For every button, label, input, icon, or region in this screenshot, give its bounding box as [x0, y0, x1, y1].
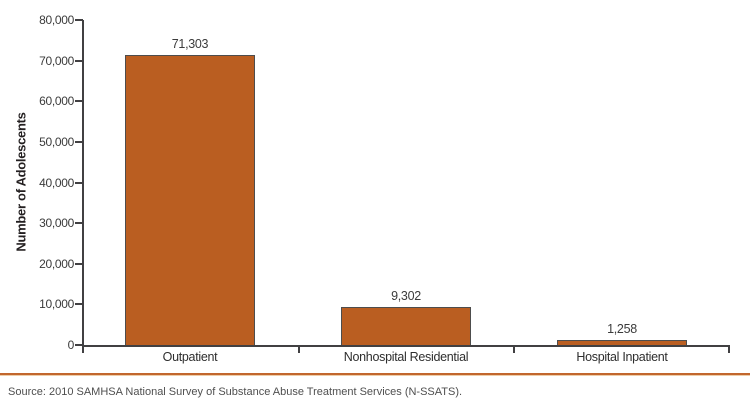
bar-outpatient: [125, 55, 255, 345]
y-tick-mark: [75, 100, 83, 103]
x-tick-mark: [513, 347, 515, 353]
y-tick-mark: [75, 59, 83, 62]
bar-value-label: 9,302: [391, 289, 421, 303]
x-category-label-hospital-inpatient: Hospital Inpatient: [576, 350, 668, 364]
x-category-label-outpatient: Outpatient: [162, 350, 218, 364]
x-tick-mark: [298, 347, 300, 353]
y-tick-label: 60,000: [39, 94, 74, 109]
y-tick-mark: [75, 19, 83, 21]
x-category-label-nonhospital-residential: Nonhospital Residential: [343, 350, 469, 364]
x-tick-mark: [728, 347, 730, 353]
y-tick-label: 0: [67, 338, 75, 352]
y-tick-label: 30,000: [39, 216, 74, 231]
source-text: Source: 2010 SAMHSA National Survey of S…: [8, 386, 463, 398]
y-tick-mark: [75, 344, 83, 346]
y-tick-label: 10,000: [39, 297, 74, 312]
y-tick-mark: [75, 303, 83, 306]
bar-group-hospital-inpatient: 1,258 Hospital Inpatient: [557, 0, 687, 404]
y-axis-line: [82, 20, 84, 347]
y-tick-label: 40,000: [39, 175, 74, 190]
x-axis-line: [82, 345, 730, 347]
y-tick-label: 20,000: [39, 256, 74, 271]
bar-group-outpatient: 71,303 Outpatient: [125, 0, 255, 404]
footer-divider: [0, 373, 750, 376]
y-tick-label: 50,000: [39, 134, 74, 149]
bar-hospital-inpatient: [557, 340, 687, 345]
y-tick-label: 80,000: [39, 13, 74, 27]
y-tick-mark: [75, 140, 83, 143]
bar-value-label: 71,303: [171, 37, 209, 51]
y-tick-mark: [75, 222, 83, 225]
y-tick-mark: [75, 181, 83, 184]
y-tick-mark: [75, 262, 83, 265]
bar-group-nonhospital-residential: 9,302 Nonhospital Residential: [341, 0, 471, 404]
bar-nonhospital-residential: [341, 307, 471, 345]
y-tick-label: 70,000: [39, 53, 74, 68]
bar-value-label: 1,258: [607, 322, 637, 336]
x-tick-mark: [82, 347, 84, 353]
